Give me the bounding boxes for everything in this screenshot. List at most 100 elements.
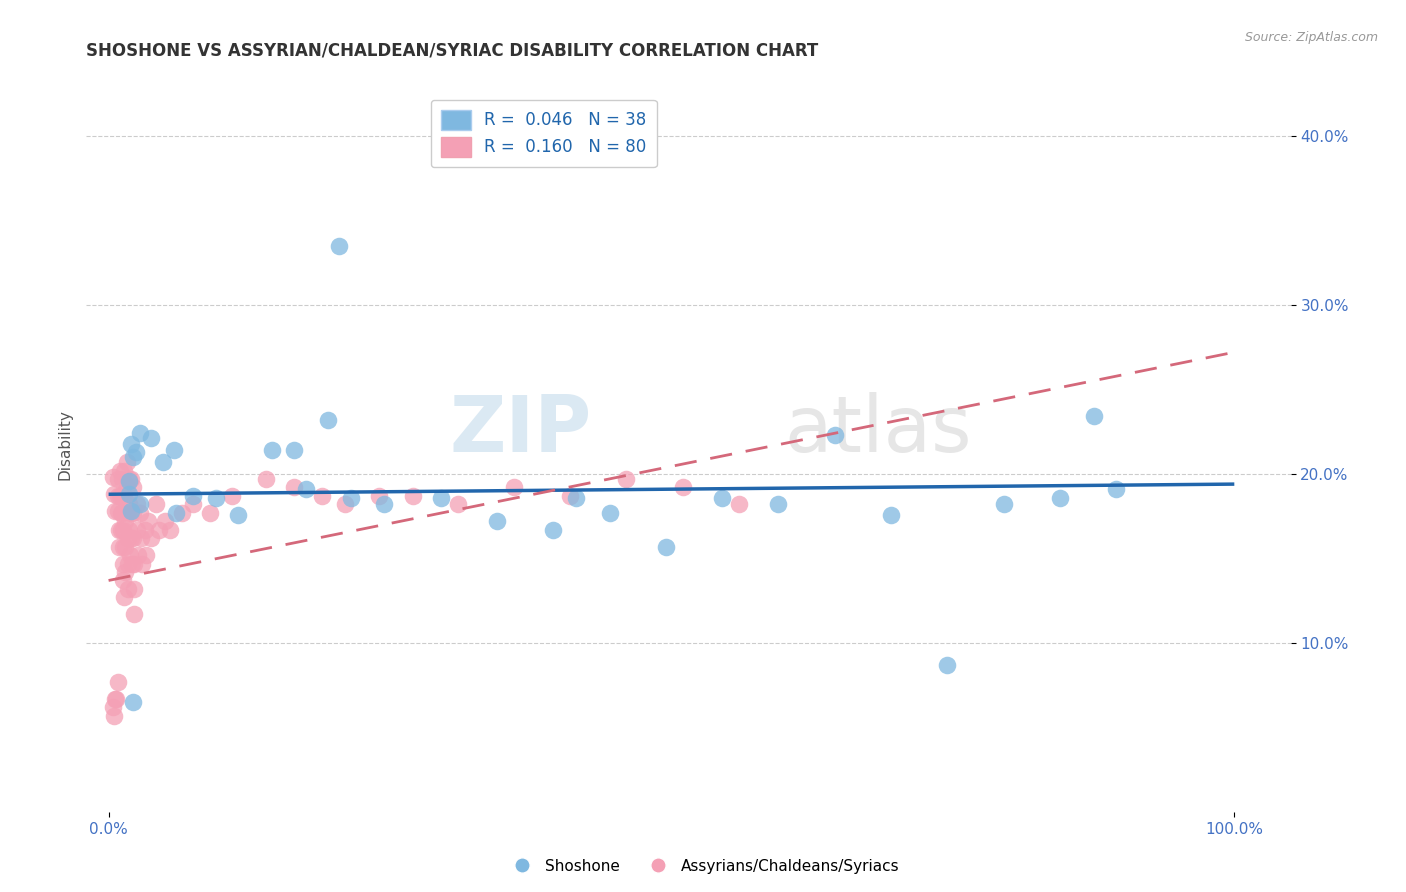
Point [120,531,142,545]
Point [107,489,129,503]
Point [120,504,142,518]
Point [728,497,751,511]
Point [541,523,564,537]
Point [122,695,145,709]
Point [115,506,138,520]
Text: SHOSHONE VS ASSYRIAN/CHALDEAN/SYRIAC DISABILITY CORRELATION CHART: SHOSHONE VS ASSYRIAN/CHALDEAN/SYRIAC DIS… [86,42,818,60]
Point [110,523,132,537]
Point [107,540,129,554]
Point [768,497,790,511]
Point [129,497,152,511]
Text: atlas: atlas [785,392,972,467]
Point [118,487,141,501]
Point [401,489,423,503]
Point [118,497,141,511]
Point [152,455,174,469]
Point [655,540,678,554]
Point [283,443,305,458]
Point [283,481,305,495]
Point [117,531,139,545]
Point [145,497,167,511]
Point [112,540,135,554]
Point [599,506,621,520]
Point [328,238,350,252]
Point [125,497,148,511]
Point [111,506,134,520]
Point [294,482,316,496]
Point [124,607,146,622]
Point [129,506,152,520]
Point [993,497,1015,511]
Point [122,450,145,464]
Point [181,497,204,511]
Point [148,523,170,537]
Point [367,489,389,503]
Y-axis label: Disability: Disability [58,409,72,480]
Point [880,508,903,522]
Point [114,540,136,554]
Point [502,481,524,495]
Point [1083,409,1105,424]
Point [112,591,135,605]
Point [134,523,156,537]
Point [153,514,176,528]
Point [1049,491,1071,505]
Point [108,464,131,478]
Point [165,506,187,520]
Point [107,504,129,518]
Point [711,491,734,505]
Legend: Shoshone, Assyrians/Chaldeans/Syriacs: Shoshone, Assyrians/Chaldeans/Syriacs [501,853,905,880]
Point [120,436,142,450]
Point [339,491,361,505]
Point [103,487,125,501]
Point [181,489,204,503]
Point [124,557,146,571]
Point [103,708,125,723]
Point [198,506,221,520]
Point [129,531,152,545]
Point [485,514,508,528]
Point [115,481,138,495]
Point [1105,482,1128,496]
Legend: R =  0.046   N = 38, R =  0.160   N = 80: R = 0.046 N = 38, R = 0.160 N = 80 [432,100,657,167]
Point [170,506,193,520]
Text: ZIP: ZIP [450,392,592,467]
Point [104,691,127,706]
Point [204,491,226,505]
Point [936,658,959,673]
Point [107,675,129,690]
Point [114,565,136,579]
Point [558,489,581,503]
Point [672,481,695,495]
Point [131,557,153,571]
Point [112,523,135,537]
Point [114,514,136,528]
Point [373,497,395,511]
Point [117,582,139,596]
Point [333,497,356,511]
Point [124,445,146,459]
Point [120,506,142,520]
Point [107,472,129,486]
Point [163,443,186,458]
Point [112,489,135,503]
Point [127,548,149,562]
Point [125,523,148,537]
Point [110,506,132,520]
Point [115,455,138,469]
Point [565,491,588,505]
Point [124,582,146,596]
Point [141,531,163,545]
Point [260,443,283,458]
Point [118,472,141,486]
Point [118,523,141,537]
Point [111,472,134,486]
Point [226,508,249,522]
Point [159,523,181,537]
Point [429,491,451,505]
Point [104,504,127,518]
Point [616,472,638,486]
Point [121,557,143,571]
Point [446,497,468,511]
Point [135,548,157,562]
